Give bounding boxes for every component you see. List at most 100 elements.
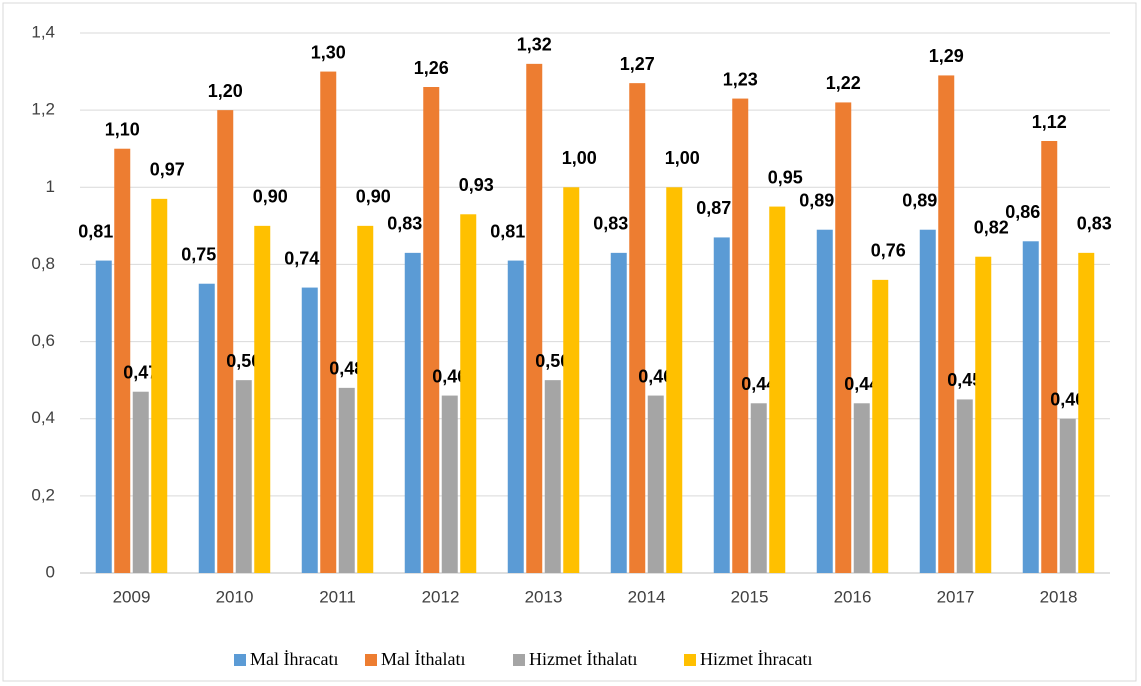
value-label: 0,40 [1050, 389, 1085, 409]
x-tick-label: 2018 [1040, 587, 1078, 606]
value-label: 0,50 [535, 351, 570, 371]
bar [610, 252, 627, 573]
value-label: 0,87 [696, 198, 731, 218]
bar [460, 214, 477, 574]
x-tick-label: 2014 [628, 587, 666, 606]
bar [769, 206, 786, 574]
bar [1022, 241, 1039, 574]
bar [544, 380, 561, 573]
value-label: 0,93 [459, 175, 494, 195]
bar [816, 229, 833, 573]
bar [357, 225, 374, 573]
value-label: 0,46 [432, 366, 467, 386]
x-tick-label: 2015 [731, 587, 769, 606]
bar [835, 102, 852, 573]
bar [647, 395, 664, 573]
value-label: 0,47 [123, 362, 158, 382]
value-label: 0,89 [799, 190, 834, 210]
value-label: 0,46 [638, 366, 673, 386]
bar [132, 391, 149, 573]
bar [872, 279, 889, 573]
value-label: 1,20 [208, 81, 243, 101]
x-tick-label: 2012 [422, 587, 460, 606]
value-label: 1,22 [826, 73, 861, 93]
legend-swatch [513, 654, 525, 666]
x-tick-label: 2017 [937, 587, 975, 606]
value-label: 0,90 [356, 187, 391, 207]
bar [114, 148, 131, 573]
bar [919, 229, 936, 573]
value-label: 0,76 [871, 241, 906, 261]
bar [853, 403, 870, 573]
legend-label: Hizmet İthalatı [529, 649, 637, 669]
bar [750, 403, 767, 573]
bar [1078, 252, 1095, 573]
value-label: 1,00 [562, 148, 597, 168]
value-label: 0,83 [593, 214, 628, 234]
value-label: 1,00 [665, 148, 700, 168]
legend-swatch [365, 654, 377, 666]
value-label: 1,29 [929, 46, 964, 66]
legend-swatch [684, 654, 696, 666]
y-tick-label: 0,6 [31, 331, 55, 350]
bar [235, 380, 252, 573]
x-tick-label: 2009 [113, 587, 151, 606]
bar [95, 260, 112, 573]
y-tick-label: 0 [46, 562, 55, 581]
bar [563, 187, 580, 574]
bar [1041, 141, 1058, 573]
value-label: 0,90 [253, 187, 288, 207]
value-label: 0,83 [387, 214, 422, 234]
bar [404, 252, 421, 573]
bar [938, 75, 955, 573]
value-label: 0,50 [226, 351, 261, 371]
y-tick-label: 0,2 [31, 485, 55, 504]
bar [217, 110, 234, 574]
bar [151, 198, 168, 573]
value-label: 0,45 [947, 370, 982, 390]
legend-label: Hizmet İhracatı [700, 649, 812, 669]
legend-label: Mal İthalatı [381, 649, 465, 669]
value-label: 1,12 [1032, 112, 1067, 132]
bar [254, 225, 271, 573]
value-label: 0,83 [1077, 214, 1112, 234]
x-tick-label: 2016 [834, 587, 872, 606]
value-label: 1,32 [517, 35, 552, 55]
bar [338, 387, 355, 573]
value-label: 0,82 [974, 217, 1009, 237]
bar [713, 237, 730, 573]
bar [526, 63, 543, 573]
value-label: 1,23 [723, 69, 758, 89]
value-label: 0,95 [768, 167, 803, 187]
value-label: 1,30 [311, 42, 346, 62]
value-label: 0,44 [741, 374, 776, 394]
value-label: 0,48 [329, 359, 364, 379]
bar [423, 87, 440, 573]
legend-label: Mal İhracatı [250, 649, 338, 669]
bar [975, 256, 992, 573]
y-tick-label: 1,4 [31, 22, 55, 41]
value-label: 1,26 [414, 58, 449, 78]
y-tick-label: 1 [46, 177, 55, 196]
bar [1059, 418, 1076, 573]
x-tick-label: 2010 [216, 587, 254, 606]
value-label: 0,74 [284, 248, 319, 268]
bar [320, 71, 337, 574]
y-tick-label: 0,4 [31, 408, 55, 427]
y-tick-label: 1,2 [31, 100, 55, 119]
value-label: 1,10 [105, 119, 140, 139]
value-label: 0,44 [844, 374, 879, 394]
bar [732, 98, 749, 574]
value-label: 0,75 [181, 244, 216, 264]
bar [956, 399, 973, 573]
bar [441, 395, 458, 573]
bar [629, 83, 646, 574]
x-tick-label: 2011 [319, 587, 356, 606]
legend-swatch [234, 654, 246, 666]
x-tick-label: 2013 [525, 587, 563, 606]
value-label: 0,89 [902, 190, 937, 210]
bar [507, 260, 524, 573]
value-label: 0,81 [78, 221, 113, 241]
y-tick-label: 0,8 [31, 254, 55, 273]
